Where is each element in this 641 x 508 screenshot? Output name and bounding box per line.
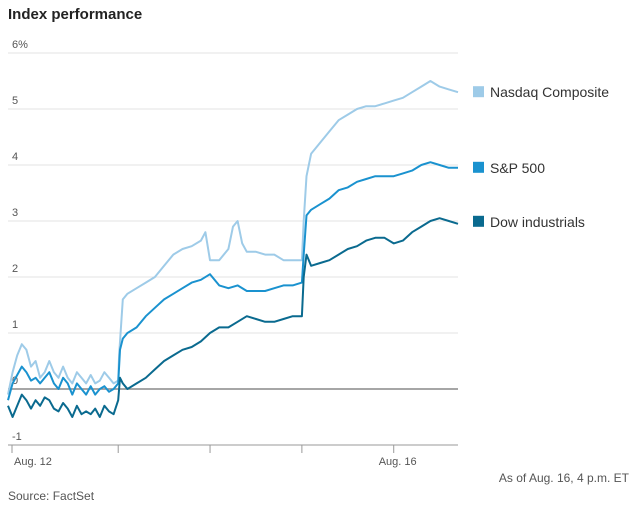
legend-swatch-2	[473, 215, 484, 227]
y-tick-label-0: -1	[12, 431, 22, 443]
y-tick-label-1: 0	[12, 375, 18, 387]
legend-swatch-1	[473, 161, 484, 173]
series-lines	[7, 80, 459, 418]
y-tick-label-7: 6%	[12, 39, 28, 51]
y-tick-label-5: 4	[12, 151, 18, 163]
as-of-note: As of Aug. 16, 4 p.m. ET	[498, 471, 629, 485]
legend-label-0: Nasdaq Composite	[490, 84, 609, 100]
y-tick-label-6: 5	[12, 95, 18, 107]
legend-label-2: Dow industrials	[490, 214, 585, 230]
chart-title: Index performance	[8, 6, 143, 23]
x-axis: Aug. 12 Aug. 16	[8, 444, 458, 468]
x-tick-label-0: Aug. 12	[14, 456, 52, 468]
y-tick-label-2: 1	[12, 319, 18, 331]
source-note: Source: FactSet	[8, 489, 95, 503]
legend: Nasdaq Composite S&P 500 Dow industrials	[473, 84, 609, 230]
series-line-nasdaq-composite	[7, 80, 459, 395]
series-line-s-p-500	[7, 161, 458, 401]
series-line-dow-industrials	[7, 217, 459, 418]
legend-swatch-0	[473, 86, 484, 98]
x-tick-label-4: Aug. 16	[379, 456, 417, 468]
y-tick-label-3: 2	[12, 263, 18, 275]
y-tick-label-4: 3	[12, 207, 18, 219]
legend-label-1: S&P 500	[490, 160, 545, 176]
